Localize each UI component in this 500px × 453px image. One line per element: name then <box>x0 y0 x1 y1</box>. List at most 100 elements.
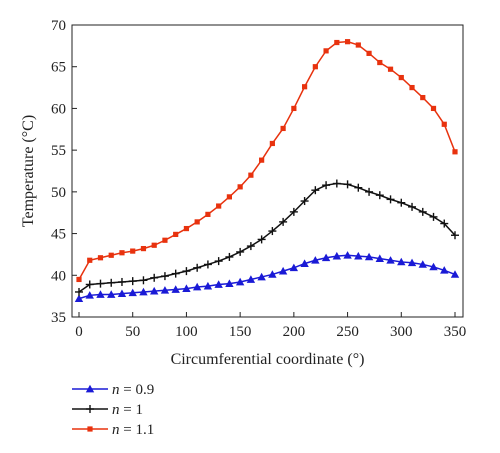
legend-label: n = 0.9 <box>112 382 154 398</box>
data-point <box>171 285 180 293</box>
data-point <box>108 252 114 258</box>
data-point <box>300 259 309 267</box>
data-point <box>246 242 255 251</box>
legend-entry: n = 1.1 <box>72 422 154 438</box>
data-point <box>119 250 125 256</box>
data-point <box>343 180 352 189</box>
data-point <box>130 248 136 254</box>
y-tick-label: 65 <box>51 60 66 76</box>
data-point <box>192 282 202 291</box>
data-point <box>226 194 232 200</box>
data-point <box>365 187 374 196</box>
data-point <box>334 39 340 46</box>
data-point <box>173 231 179 238</box>
data-point <box>289 263 299 272</box>
data-point <box>387 66 394 72</box>
series-line <box>78 254 456 300</box>
data-point <box>203 260 212 269</box>
data-point <box>312 64 318 70</box>
series-0 <box>74 251 460 303</box>
data-point <box>76 276 82 283</box>
data-point <box>171 269 180 278</box>
y-tick-label: 50 <box>51 185 66 201</box>
x-axis-label: Circumferential coordinate (°) <box>171 351 365 368</box>
legend-symbol: n <box>112 382 120 398</box>
data-point <box>160 272 169 281</box>
data-point <box>302 84 308 90</box>
data-point <box>323 48 329 54</box>
data-point <box>407 258 417 267</box>
y-tick-label: 55 <box>51 143 66 159</box>
series-line <box>78 40 456 280</box>
data-point <box>397 257 406 266</box>
y-tick-label: 35 <box>51 310 66 326</box>
legend-label: n = 1.1 <box>112 422 154 438</box>
data-point <box>128 288 137 297</box>
data-point <box>183 225 190 232</box>
data-point <box>128 277 137 286</box>
x-tick-label: 100 <box>175 324 198 340</box>
legend-value: = 1 <box>120 402 143 418</box>
data-point <box>429 262 438 271</box>
data-point <box>429 212 438 221</box>
data-point <box>343 251 352 259</box>
data-point <box>300 197 309 206</box>
data-point <box>214 280 223 288</box>
data-point <box>235 277 245 286</box>
data-point <box>354 251 363 260</box>
data-point <box>85 280 94 289</box>
y-tick-label: 45 <box>51 227 66 243</box>
data-point <box>248 172 254 178</box>
x-tick-label: 200 <box>283 324 306 340</box>
data-point <box>150 286 159 295</box>
data-point <box>269 140 275 147</box>
x-axis-ticks: 0 50 100 150 200 250 300 350 <box>75 312 466 340</box>
series-layer <box>74 39 460 303</box>
legend-entry: n = 1 <box>72 402 143 418</box>
y-tick-label: 60 <box>51 101 66 117</box>
data-point <box>397 198 406 207</box>
data-point <box>107 278 116 287</box>
data-point <box>418 260 427 268</box>
data-point <box>203 281 213 290</box>
x-tick-label: 250 <box>336 324 359 340</box>
data-point <box>87 257 93 263</box>
data-point <box>237 184 243 190</box>
x-tick-label: 150 <box>229 324 252 340</box>
legend-value: = 1.1 <box>120 422 155 438</box>
data-point <box>332 251 342 260</box>
data-point <box>216 203 222 209</box>
plot-border <box>71 24 464 318</box>
data-point <box>279 217 288 226</box>
data-point <box>291 105 297 112</box>
data-point <box>364 252 374 261</box>
data-point <box>96 279 105 288</box>
data-point <box>311 186 320 195</box>
legend: n = 0.9n = 1n = 1.1 <box>72 382 154 438</box>
data-point <box>366 50 372 56</box>
data-point <box>408 202 417 211</box>
data-point <box>140 245 147 252</box>
data-point <box>205 211 211 217</box>
data-point <box>236 247 245 256</box>
data-point <box>160 286 170 294</box>
x-tick-label: 50 <box>125 324 140 340</box>
data-point <box>386 195 395 204</box>
data-point <box>375 191 384 200</box>
y-axis-ticks: 35 40 45 50 55 60 65 70 <box>51 18 77 326</box>
data-point <box>451 231 459 240</box>
x-tick-label: 300 <box>390 324 413 340</box>
legend-symbol: n <box>112 422 120 438</box>
data-point <box>430 105 437 112</box>
data-point <box>440 219 449 228</box>
data-point <box>322 181 331 190</box>
data-point <box>280 125 286 132</box>
data-point <box>268 270 277 278</box>
data-point <box>225 279 234 287</box>
data-point <box>257 235 266 244</box>
data-point <box>139 287 148 296</box>
y-axis-label: Temperature (°C) <box>20 115 37 227</box>
data-point <box>420 94 426 101</box>
legend-marker <box>87 426 93 432</box>
data-point <box>332 179 341 188</box>
